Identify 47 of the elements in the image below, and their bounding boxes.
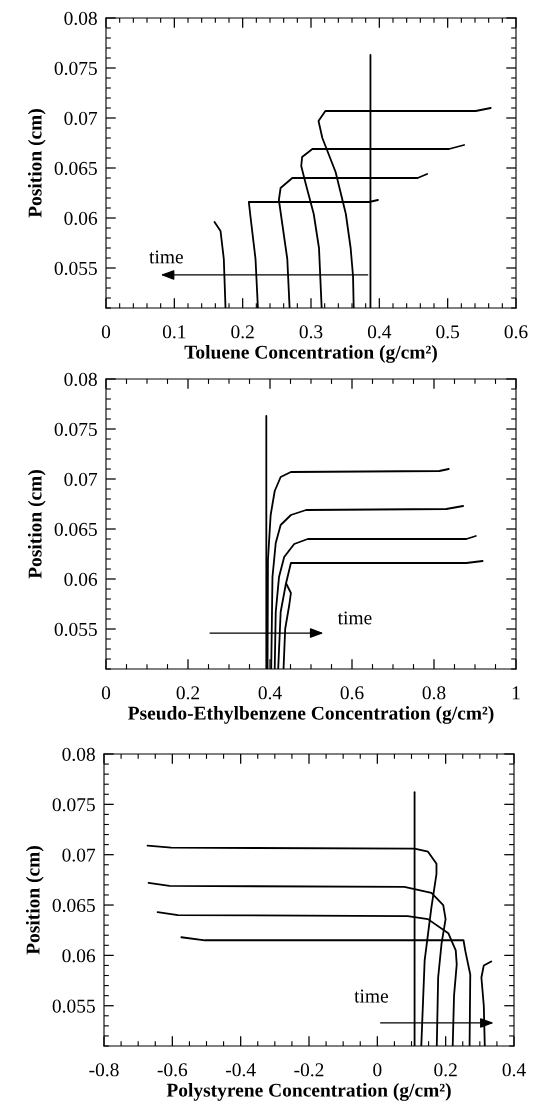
x-tick-label: 0.6 <box>504 325 528 339</box>
x-tick-label: 0.2 <box>176 686 200 700</box>
x-tick-label: 0.1 <box>162 325 186 339</box>
x-tick-label: 1 <box>512 686 520 700</box>
annotation: time <box>149 250 183 264</box>
y-tick-label: 0.065 <box>52 898 95 913</box>
x-tick-label: 0.2 <box>434 1063 457 1077</box>
x-tick-label: -0.4 <box>226 1063 256 1077</box>
y-tick-label: 0.06 <box>64 211 98 226</box>
x-axis-title: Polystyrene Concentration (g/cm²) <box>166 1083 451 1101</box>
x-tick-label: 0.8 <box>422 686 446 700</box>
y-tick-label: 0.055 <box>54 261 97 276</box>
x-axis-title: Pseudo-Ethylbenzene Concentration (g/cm²) <box>128 706 494 724</box>
y-axis-title: Position (cm) <box>27 470 46 579</box>
y-tick-label: 0.055 <box>54 622 97 637</box>
x-tick-label: -0.6 <box>157 1063 188 1077</box>
x-tick-label: 0 <box>101 686 111 700</box>
y-tick-label: 0.07 <box>62 848 96 862</box>
y-tick-label: 0.055 <box>52 999 95 1013</box>
x-tick-label: 0 <box>101 325 111 339</box>
x-tick-label: 0.4 <box>258 686 282 700</box>
x-tick-label: 0.2 <box>231 325 254 339</box>
y-axis-title: Position (cm) <box>27 109 46 218</box>
x-tick-label: 0.5 <box>436 325 460 339</box>
x-tick-label: 0.4 <box>367 325 392 339</box>
y-tick-label: 0.07 <box>64 111 98 126</box>
annotation: time <box>337 611 372 625</box>
y-tick-label: 0.08 <box>64 11 97 26</box>
annotation: time <box>354 989 388 1003</box>
x-tick-label: -0.8 <box>89 1063 119 1077</box>
y-tick-label: 0.075 <box>54 422 97 437</box>
x-tick-label: 0.4 <box>502 1063 526 1077</box>
x-axis-title: Toluene Concentration (g/cm²) <box>184 345 437 363</box>
y-tick-label: 0.075 <box>54 61 97 76</box>
y-tick-label: 0.08 <box>62 747 95 762</box>
x-tick-label: 0.3 <box>299 325 323 339</box>
x-tick-label: -0.2 <box>294 1063 324 1077</box>
y-tick-label: 0.06 <box>64 572 98 587</box>
y-tick-label: 0.065 <box>54 522 97 537</box>
x-tick-label: 0 <box>373 1063 382 1077</box>
y-tick-label: 0.07 <box>64 472 98 487</box>
x-tick-label: 0.6 <box>340 686 364 700</box>
y-tick-label: 0.065 <box>54 161 97 176</box>
y-tick-label: 0.08 <box>64 372 97 387</box>
y-axis-title: Position (cm) <box>25 846 44 955</box>
y-tick-label: 0.06 <box>62 949 96 963</box>
y-tick-label: 0.075 <box>52 798 95 812</box>
